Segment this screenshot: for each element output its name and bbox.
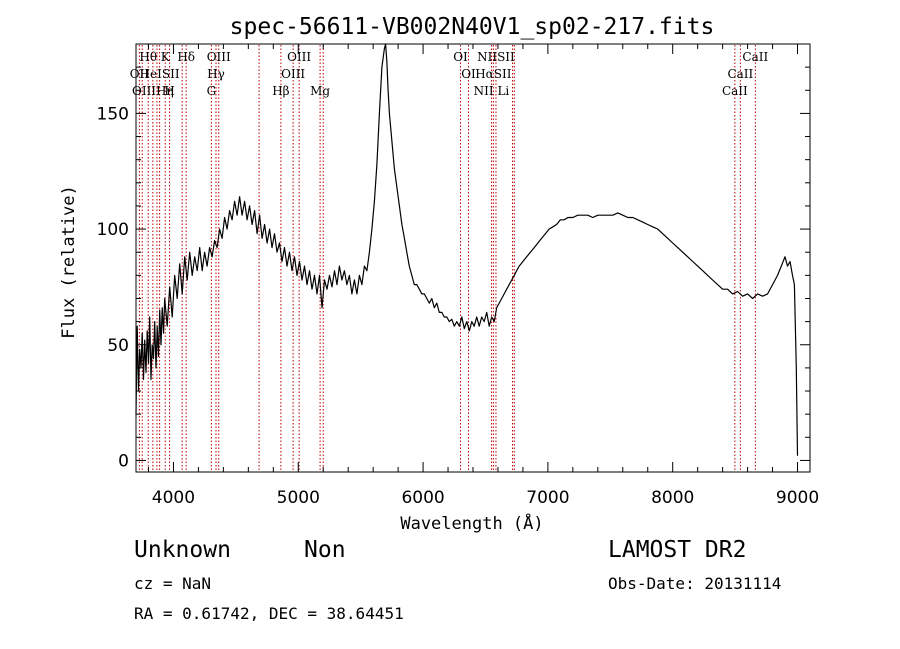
line-label-1: K — [161, 50, 171, 64]
redshift-cz: cz = NaN — [134, 574, 212, 593]
line-label-10: Hγ — [207, 67, 225, 81]
line-label-19: Mg — [310, 84, 330, 98]
plot-frame — [135, 43, 811, 473]
line-label-2: Hδ — [177, 50, 195, 64]
chart-title: spec-56611-VB002N40V1_sp02-217.fits — [230, 14, 715, 40]
line-label-0: Hθ — [139, 50, 157, 64]
spectrum-line-0 — [135, 43, 799, 456]
line-label-6: NIISII — [477, 50, 515, 64]
line-label-14: CaII — [727, 67, 753, 81]
line-label-13: HαSII — [475, 67, 512, 81]
line-label-12: OI — [461, 67, 476, 81]
line-label-16: H — [164, 84, 174, 98]
line-label-7: CaII — [742, 50, 768, 64]
x-tick-label-4: 8000 — [651, 488, 694, 508]
line-label-17: G — [207, 84, 217, 98]
x-tick-label-2: 6000 — [401, 488, 444, 508]
line-label-8: OII — [130, 67, 150, 81]
x-axis-label: Wavelength (Å) — [400, 512, 543, 534]
y-tick-label-2: 100 — [97, 220, 129, 240]
x-tick-label-0: 4000 — [152, 488, 195, 508]
axes: 4000 5000 6000 7000 8000 9000 0 50 100 150 — [97, 44, 819, 508]
y-tick-label-3: 150 — [97, 104, 129, 124]
line-label-20: NII Li — [474, 84, 510, 98]
obs-date: Obs-Date: 20131114 — [608, 574, 782, 593]
x-tick-label-1: 5000 — [277, 488, 320, 508]
line-label-21: CaII — [722, 84, 748, 98]
spectrum-series — [135, 43, 799, 456]
line-label-18: Hβ — [272, 84, 289, 98]
line-label-5: OI — [453, 50, 468, 64]
line-label-4: OIII — [287, 50, 311, 64]
line-label-11: OIII — [281, 67, 305, 81]
line-label-9: HeISII — [140, 67, 180, 81]
y-tick-label-1: 50 — [107, 336, 129, 356]
y-axis-label: Flux (relative) — [59, 185, 79, 339]
ra-dec: RA = 0.61742, DEC = 38.64451 — [134, 604, 404, 623]
line-label-3: OIII — [207, 50, 231, 64]
object-subclass: Non — [304, 537, 346, 563]
object-class: Unknown — [134, 537, 231, 563]
x-tick-label-5: 9000 — [776, 488, 819, 508]
survey-label: LAMOST DR2 — [608, 537, 747, 563]
x-tick-label-3: 7000 — [526, 488, 569, 508]
y-tick-label-0: 0 — [118, 451, 129, 471]
line-label-15: OIIIHη — [132, 84, 174, 98]
